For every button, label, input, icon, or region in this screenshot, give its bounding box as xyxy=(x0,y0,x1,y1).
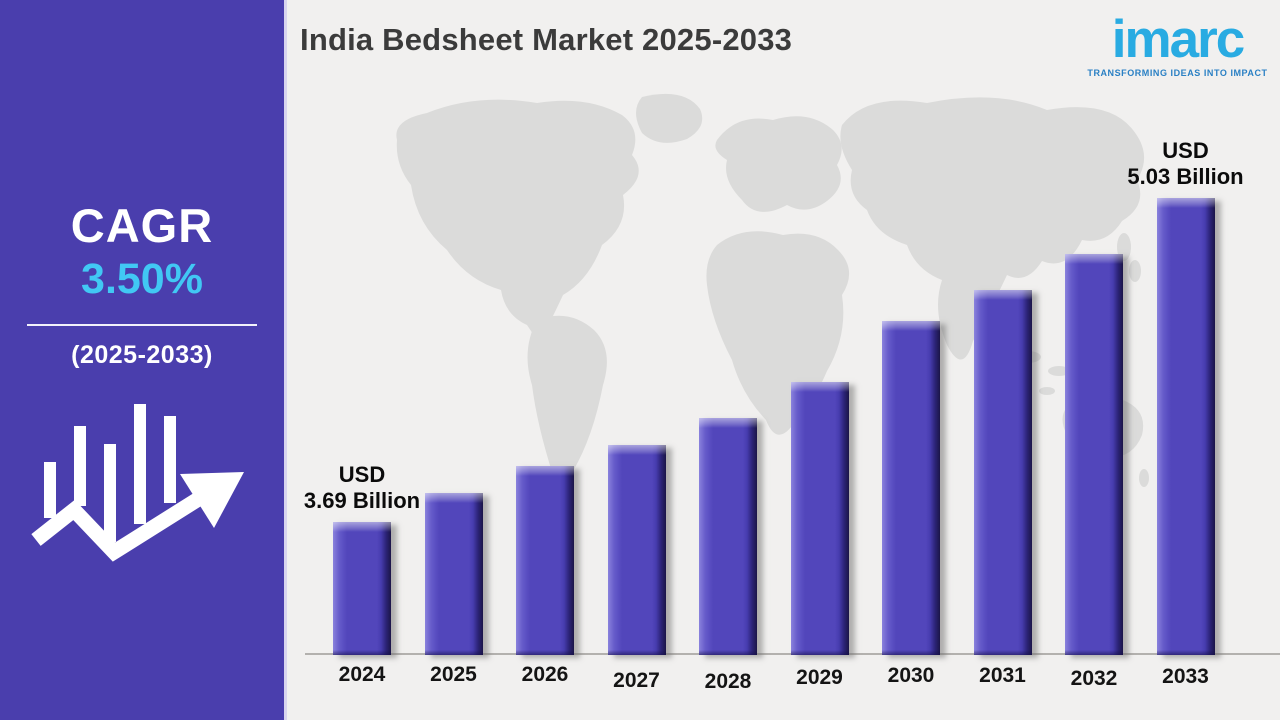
bar-2030 xyxy=(882,321,940,655)
value-label-2024: USD 3.69 Billion xyxy=(282,462,442,514)
x-tick-2024: 2024 xyxy=(338,663,386,686)
plot-area: 2024 USD 3.69 Billion 2025 2026 2027 2028 2029 2… xyxy=(287,0,1280,720)
x-tick-2025: 2025 xyxy=(430,663,477,686)
world-map xyxy=(396,93,1149,487)
bar-2033 xyxy=(1156,198,1215,655)
x-tick-2028: 2028 xyxy=(704,670,752,693)
chart-panel: India Bedsheet Market 2025-2033 imarc TR… xyxy=(284,0,1280,720)
value-label-line2: 5.03 Billion xyxy=(1127,164,1244,189)
bar-2027 xyxy=(607,445,666,655)
value-label-line1: USD xyxy=(338,462,386,487)
bar-2025 xyxy=(424,493,483,655)
value-label-2033: USD 5.03 Billion xyxy=(1106,138,1266,190)
x-tick-2032: 2032 xyxy=(1070,667,1118,690)
growth-chart-arrow-svg xyxy=(30,404,244,562)
imarc-logo-tagline: TRANSFORMING IDEAS INTO IMPACT xyxy=(1087,67,1268,78)
cagr-label: CAGR xyxy=(70,199,214,252)
bar-2032 xyxy=(1065,254,1123,655)
divider xyxy=(27,324,257,326)
x-tick-2029: 2029 xyxy=(796,666,843,689)
cagr-value: 3.50% xyxy=(81,255,203,303)
bar-2024 xyxy=(333,522,391,655)
growth-chart-arrow-icon xyxy=(30,400,255,570)
value-label-line2: 3.69 Billion xyxy=(303,488,421,513)
x-tick-2031: 2031 xyxy=(979,664,1026,687)
bar-2026 xyxy=(516,466,574,655)
cagr-period: (2025-2033) xyxy=(71,341,213,369)
x-tick-2027: 2027 xyxy=(613,669,660,692)
imarc-logo: imarc TRANSFORMING IDEAS INTO IMPACT xyxy=(1085,6,1270,78)
bar-2029 xyxy=(790,382,849,655)
chart-title: India Bedsheet Market 2025-2033 xyxy=(300,22,793,57)
bar-2028 xyxy=(699,418,757,655)
x-tick-2030: 2030 xyxy=(887,664,935,687)
imarc-logo-wordmark: imarc xyxy=(1111,10,1245,69)
cagr-sidebar: CAGR 3.50% (2025-2033) xyxy=(0,0,284,720)
bar-2031 xyxy=(973,290,1032,655)
x-tick-2026: 2026 xyxy=(521,663,569,686)
x-tick-2033: 2033 xyxy=(1162,665,1209,688)
value-label-line1: USD xyxy=(1162,138,1209,163)
